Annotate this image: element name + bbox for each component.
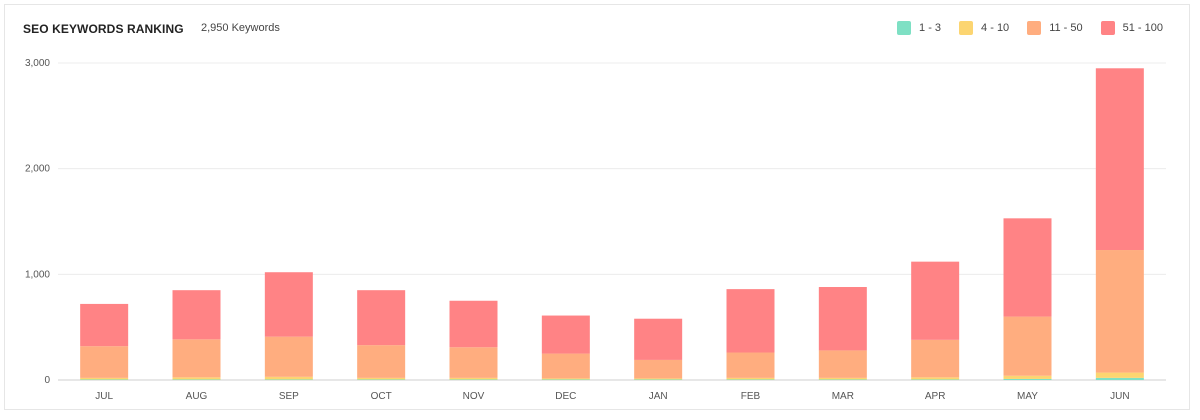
bar-segment[interactable]: [449, 347, 498, 378]
legend-swatch: [959, 21, 974, 35]
legend-item[interactable]: 51 - 100: [1100, 21, 1163, 35]
legend-swatch: [1100, 21, 1115, 35]
bar-segment[interactable]: [911, 261, 960, 340]
bar-segment[interactable]: [818, 350, 867, 378]
bar-segment[interactable]: [726, 289, 775, 353]
bar-segment[interactable]: [1095, 377, 1144, 380]
bar-segment[interactable]: [264, 379, 313, 380]
chart-title: SEO KEYWORDS RANKING: [23, 22, 184, 36]
legend-item[interactable]: 11 - 50: [1027, 21, 1083, 35]
bar-segment[interactable]: [1003, 375, 1052, 379]
bar-segment[interactable]: [911, 379, 960, 380]
bar-segment[interactable]: [80, 379, 129, 380]
bar-segment[interactable]: [541, 353, 590, 379]
x-tick-label: DEC: [555, 391, 576, 402]
x-tick-label: FEB: [741, 391, 761, 402]
bar-segment[interactable]: [818, 377, 867, 380]
bar-segment[interactable]: [1095, 372, 1144, 378]
bar-segment[interactable]: [1095, 68, 1144, 251]
bar-segment[interactable]: [726, 377, 775, 380]
x-tick-label: JUN: [1110, 391, 1129, 402]
legend-label: 11 - 50: [1049, 22, 1083, 34]
y-tick-label: 0: [44, 375, 50, 386]
bar-segment[interactable]: [1003, 378, 1052, 380]
bar-segment[interactable]: [634, 318, 683, 360]
legend-item[interactable]: 1 - 3: [897, 21, 941, 35]
y-tick-label: 1,000: [25, 269, 50, 280]
bar-segment[interactable]: [80, 346, 129, 378]
y-tick-label: 3,000: [25, 58, 50, 69]
bar-segment[interactable]: [172, 379, 221, 380]
bar-segment[interactable]: [634, 379, 683, 380]
bar-segment[interactable]: [818, 287, 867, 351]
bar-segment[interactable]: [1003, 316, 1052, 376]
x-tick-label: APR: [925, 391, 946, 402]
legend-label: 1 - 3: [919, 22, 942, 34]
bar-segment[interactable]: [357, 290, 406, 346]
keyword-count: 2,950 Keywords: [201, 22, 280, 34]
legend-swatch: [1027, 21, 1042, 35]
bar-segment[interactable]: [80, 377, 129, 380]
legend-swatch: [897, 21, 912, 35]
bar-segment[interactable]: [541, 378, 590, 380]
legend-label: 4 - 10: [981, 22, 1010, 34]
bar-segment[interactable]: [264, 272, 313, 337]
bar-segment[interactable]: [172, 377, 221, 380]
bar-segment[interactable]: [449, 377, 498, 380]
x-tick-label: OCT: [371, 391, 392, 402]
legend-label: 51 - 100: [1122, 22, 1163, 34]
bar-segment[interactable]: [80, 303, 129, 347]
x-tick-label: MAY: [1017, 391, 1038, 402]
bar-segment[interactable]: [818, 379, 867, 380]
bar-segment[interactable]: [357, 377, 406, 380]
bar-segment[interactable]: [911, 377, 960, 380]
y-tick-label: 2,000: [25, 164, 50, 175]
bar-segment[interactable]: [911, 339, 960, 378]
x-tick-label: SEP: [279, 391, 299, 402]
x-tick-label: JUL: [95, 391, 113, 402]
bar-segment[interactable]: [264, 336, 313, 377]
x-tick-label: NOV: [463, 391, 485, 402]
bar-segment[interactable]: [1095, 250, 1144, 373]
bar-segment[interactable]: [357, 345, 406, 378]
bar-segment[interactable]: [634, 359, 683, 379]
bar-segment[interactable]: [541, 315, 590, 354]
bar-segment[interactable]: [634, 378, 683, 380]
bar-segment[interactable]: [1003, 218, 1052, 317]
bar-segment[interactable]: [264, 376, 313, 380]
bar-segment[interactable]: [726, 379, 775, 380]
bar-segment[interactable]: [357, 379, 406, 380]
legend-item[interactable]: 4 - 10: [959, 21, 1009, 35]
x-tick-label: JAN: [649, 391, 668, 402]
bar-segment[interactable]: [449, 300, 498, 348]
x-tick-label: MAR: [832, 391, 854, 402]
bar-segment[interactable]: [172, 339, 221, 378]
bar-segment[interactable]: [449, 379, 498, 380]
bar-segment[interactable]: [172, 290, 221, 340]
bar-segment[interactable]: [726, 352, 775, 378]
chart-legend: 1 - 3 4 - 10 11 - 50 51 - 100: [897, 21, 1163, 35]
bar-segment[interactable]: [541, 379, 590, 380]
x-tick-label: AUG: [186, 391, 208, 402]
